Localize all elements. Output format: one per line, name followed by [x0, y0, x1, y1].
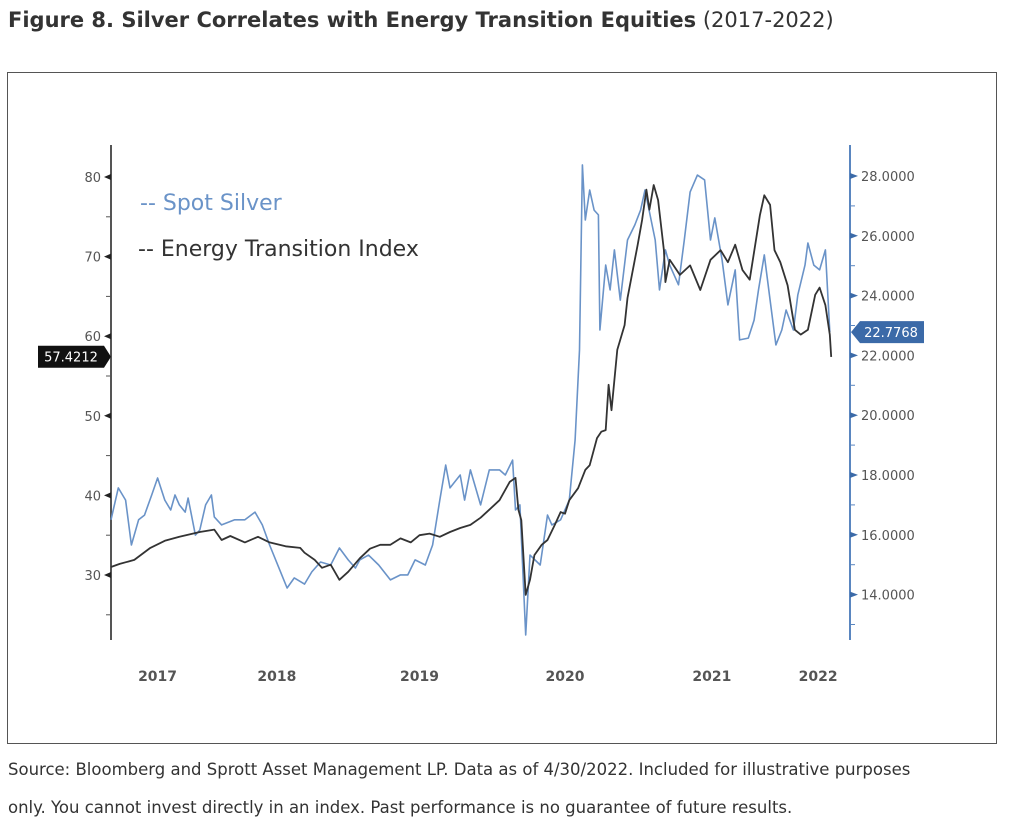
right-last-value-label: 22.7768 — [864, 326, 918, 341]
right-axis-tick — [850, 531, 858, 538]
left-axis-tick-label: 80 — [84, 171, 101, 186]
figure-title-bold: Figure 8. Silver Correlates with Energy … — [8, 8, 697, 32]
x-axis-tick-label: 2022 — [799, 669, 838, 685]
x-axis-tick-label: 2017 — [138, 669, 177, 685]
right-axis-tick-label: 22.0000 — [861, 349, 915, 364]
left-axis-tick — [104, 572, 111, 578]
right-last-value-badge — [851, 321, 924, 344]
left-axis-tick-label: 70 — [84, 251, 101, 266]
x-axis-tick-label: 2019 — [400, 669, 439, 685]
left-axis-tick — [104, 412, 111, 419]
figure-title: Figure 8. Silver Correlates with Energy … — [8, 8, 834, 32]
right-axis-tick — [850, 173, 858, 179]
left-axis-tick — [104, 333, 111, 340]
chart-frame — [7, 72, 997, 744]
source-note-line1: Source: Bloomberg and Sprott Asset Manag… — [8, 760, 911, 779]
left-last-value-label: 57.4212 — [44, 351, 98, 366]
x-axis-tick-label: 2020 — [545, 669, 584, 685]
right-axis-tick-label: 20.0000 — [861, 409, 915, 424]
x-axis-tick-label: 2021 — [692, 669, 731, 685]
right-axis-tick-label: 28.0000 — [861, 170, 915, 185]
source-note-line2: only. You cannot invest directly in an i… — [8, 798, 793, 817]
spot-silver-line — [110, 164, 831, 636]
figure-title-years: (2017-2022) — [702, 8, 834, 32]
right-axis-tick-label: 24.0000 — [861, 290, 915, 305]
legend-spot-silver: -- Spot Silver — [140, 191, 283, 216]
right-axis-tick — [850, 472, 858, 478]
right-axis-tick-label: 26.0000 — [861, 230, 915, 245]
right-axis-tick — [850, 591, 858, 598]
x-axis-tick-label: 2018 — [257, 669, 296, 685]
right-axis-tick-label: 18.0000 — [861, 469, 915, 484]
left-axis-tick — [104, 174, 111, 180]
left-last-value-badge — [38, 345, 111, 368]
right-axis-tick-label: 14.0000 — [861, 589, 915, 604]
left-axis-tick — [104, 492, 111, 499]
right-axis-tick-label: 16.0000 — [861, 529, 915, 544]
right-axis-tick — [850, 292, 858, 299]
right-axis-tick — [850, 352, 858, 359]
left-axis-tick-label: 40 — [84, 489, 101, 504]
left-axis-tick — [104, 253, 111, 260]
right-axis-tick — [850, 412, 858, 419]
energy-transition-index-line — [110, 184, 833, 596]
right-axis-tick — [850, 232, 858, 239]
left-axis-tick-label: 60 — [84, 330, 101, 345]
left-axis-tick-label: 50 — [84, 410, 101, 425]
left-axis-tick-label: 30 — [84, 569, 101, 584]
legend-energy-transition-index: -- Energy Transition Index — [138, 237, 419, 262]
